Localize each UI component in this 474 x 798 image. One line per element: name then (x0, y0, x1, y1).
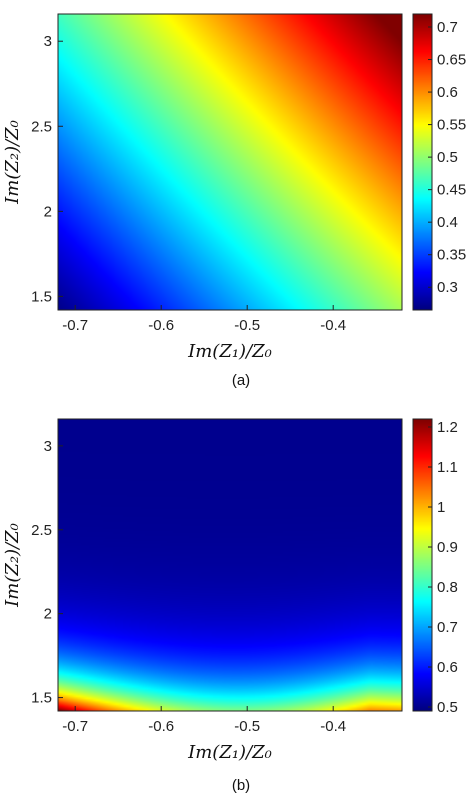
y-tick-label: 3 (44, 438, 52, 455)
panel-caption: (b) (232, 777, 250, 794)
colorbar (413, 14, 432, 310)
y-tick-label: 1.5 (31, 690, 52, 707)
panel-caption: (a) (232, 372, 250, 389)
colorbar (413, 419, 432, 711)
y-tick-label: 2 (44, 203, 52, 220)
colorbar-tick-label: 0.3 (437, 279, 458, 296)
plot-frame (57, 418, 403, 712)
y-tick-label: 2.5 (31, 118, 52, 135)
colorbar-tick-label: 1.2 (437, 419, 458, 436)
x-tick-label: -0.5 (234, 317, 260, 334)
heatmap-image (58, 14, 402, 310)
colorbar-tick-label: 1 (437, 499, 445, 516)
colorbar-tick-label: 0.6 (437, 659, 458, 676)
colorbar-tick-label: 0.55 (437, 117, 466, 134)
y-axis-label: Im(Z₂)/Z₀ (2, 523, 23, 608)
heatmap-panel-b: -0.7 -0.6 -0.5 -0.4 1.5 2 2.5 3 Im(Z₁)/Z₀ Im(Z₂)/… (2, 418, 458, 794)
colorbar-tick-label: 0.7 (437, 619, 458, 636)
colorbar-tick-label: 0.5 (437, 149, 458, 166)
colorbar-tick-label: 0.35 (437, 247, 466, 264)
plot-frame (57, 13, 403, 311)
colorbar-frame (412, 418, 433, 712)
y-tick-label: 3 (44, 33, 52, 50)
x-tick-label: -0.6 (148, 317, 174, 334)
colorbar-frame (412, 13, 433, 311)
x-tick-label: -0.4 (320, 317, 346, 334)
colorbar-tick-label: 0.4 (437, 214, 458, 231)
colorbar-tick-label: 0.7 (437, 19, 458, 36)
y-tick-label: 2 (44, 606, 52, 623)
colorbar-tick-label: 0.45 (437, 182, 466, 199)
y-axis-label: Im(Z₂)/Z₀ (2, 120, 23, 205)
x-tick-label: -0.4 (320, 718, 346, 735)
heatmap-image (58, 419, 402, 711)
colorbar-tick-label: 0.8 (437, 579, 458, 596)
y-tick-label: 2.5 (31, 522, 52, 539)
x-tick-label: -0.7 (62, 317, 88, 334)
colorbar-tick-label: 0.9 (437, 539, 458, 556)
x-axis-label: Im(Z₁)/Z₀ (187, 742, 272, 763)
x-axis-label: Im(Z₁)/Z₀ (187, 341, 272, 362)
x-tick-label: -0.5 (234, 718, 260, 735)
colorbar-tick-label: 0.5 (437, 699, 458, 716)
colorbar-tick-label: 1.1 (437, 459, 458, 476)
colorbar-tick-label: 0.6 (437, 84, 458, 101)
x-tick-label: -0.7 (62, 718, 88, 735)
heatmap-panel-a: -0.7 -0.6 -0.5 -0.4 1.5 2 2.5 3 Im(Z₁)/Z₀ Im(Z₂)/… (2, 13, 466, 389)
x-tick-label: -0.6 (148, 718, 174, 735)
y-tick-label: 1.5 (31, 288, 52, 305)
colorbar-tick-label: 0.65 (437, 52, 466, 69)
